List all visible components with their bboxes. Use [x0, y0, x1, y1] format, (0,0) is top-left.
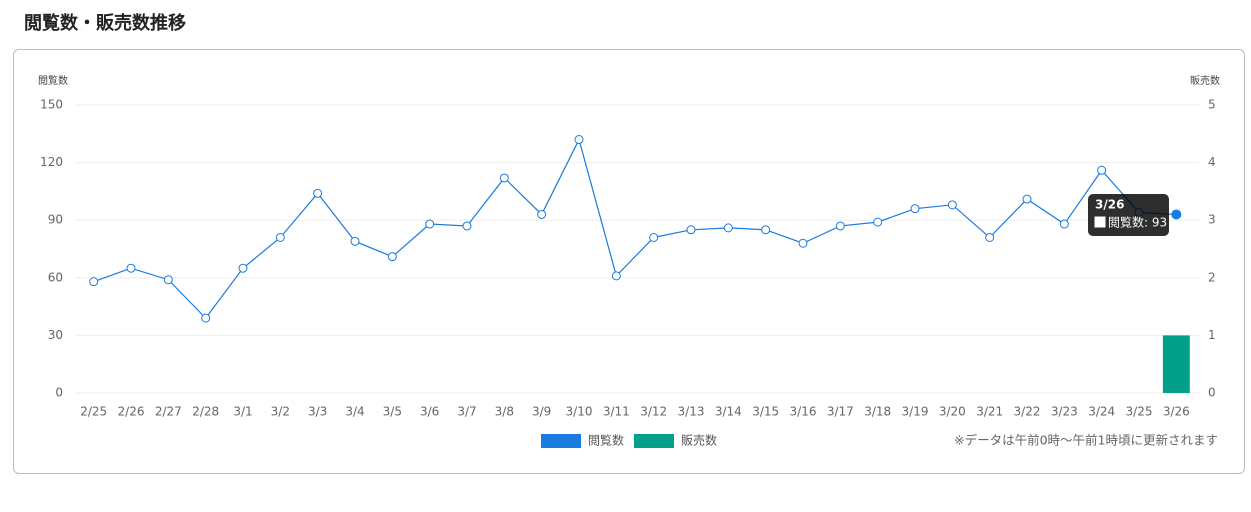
- x-tick-label: 3/16: [790, 405, 817, 419]
- point: [425, 219, 435, 229]
- x-tick-label: 2/25: [80, 405, 107, 419]
- x-tick-label: 3/15: [752, 405, 779, 419]
- y-tick-label: 30: [48, 328, 63, 342]
- y-tick-label: 90: [48, 213, 63, 227]
- point: [275, 232, 285, 242]
- x-tick-label: 3/7: [457, 405, 476, 419]
- x-tick-label: 3/9: [532, 405, 551, 419]
- point: [537, 209, 547, 219]
- page-title: 閲覧数・販売数推移: [24, 13, 186, 34]
- y2-tick-label: 0: [1208, 386, 1216, 400]
- x-tick-label: 3/13: [678, 405, 705, 419]
- x-tick-label: 3/3: [308, 405, 327, 419]
- x-tick-label: 2/28: [192, 405, 219, 419]
- x-tick-label: 3/6: [420, 405, 439, 419]
- point: [313, 188, 323, 198]
- point: [1022, 194, 1032, 204]
- point: [462, 221, 472, 231]
- y2-tick-label: 4: [1208, 155, 1216, 169]
- x-tick-label: 3/18: [864, 405, 891, 419]
- y2-tick-label: 5: [1208, 98, 1216, 112]
- x-tick-label: 3/1: [233, 405, 252, 419]
- x-tick-label: 3/11: [603, 405, 630, 419]
- tooltip-box: [1088, 194, 1169, 236]
- legend-swatch: [541, 434, 581, 448]
- y2-tick-label: 3: [1208, 213, 1216, 227]
- point: [163, 275, 173, 285]
- legend-label: 閲覧数: [588, 433, 624, 448]
- chart-card: [13, 49, 1245, 474]
- point: [835, 221, 845, 231]
- point: [947, 200, 957, 210]
- point: [238, 263, 248, 273]
- point: [686, 225, 696, 235]
- point: [649, 232, 659, 242]
- point: [1171, 209, 1182, 220]
- y2-axis-title: 販売数: [1190, 74, 1220, 87]
- x-tick-label: 3/25: [1126, 405, 1153, 419]
- x-tick-label: 3/17: [827, 405, 854, 419]
- point: [761, 225, 771, 235]
- point: [1059, 219, 1069, 229]
- point: [89, 277, 99, 287]
- tooltip-swatch: [1094, 216, 1106, 228]
- bar: [1162, 335, 1190, 393]
- point: [873, 217, 883, 227]
- tooltip-title: 3/26: [1095, 198, 1124, 212]
- x-tick-label: 2/27: [155, 405, 182, 419]
- x-tick-label: 3/21: [976, 405, 1003, 419]
- point: [723, 223, 733, 233]
- line: [93, 137, 1177, 320]
- y-tick-label: 120: [40, 155, 63, 169]
- x-tick-label: 3/4: [345, 405, 364, 419]
- y-axis-title: 閲覧数: [38, 74, 68, 87]
- y-tick-label: 0: [55, 386, 63, 400]
- legend-label: 販売数: [681, 433, 717, 448]
- x-tick-label: 3/19: [902, 405, 929, 419]
- point: [985, 232, 995, 242]
- point: [499, 173, 509, 183]
- point: [350, 236, 360, 246]
- x-tick-label: 3/5: [383, 405, 402, 419]
- y2-tick-label: 2: [1208, 270, 1216, 284]
- x-tick-label: 3/23: [1051, 405, 1078, 419]
- x-tick-label: 3/12: [640, 405, 667, 419]
- x-tick-label: 3/24: [1088, 405, 1115, 419]
- x-tick-label: 3/14: [715, 405, 742, 419]
- point: [126, 263, 136, 273]
- legend-swatch: [634, 434, 674, 448]
- point: [201, 313, 211, 323]
- point: [798, 238, 808, 248]
- x-tick-label: 2/26: [118, 405, 145, 419]
- update-note: ※データは午前0時〜午前1時頃に更新されます: [954, 433, 1218, 448]
- point: [1097, 165, 1107, 175]
- y2-tick-label: 1: [1208, 328, 1216, 342]
- point: [910, 204, 920, 214]
- point: [387, 252, 397, 262]
- x-tick-label: 3/26: [1163, 405, 1190, 419]
- point: [574, 135, 584, 145]
- y-tick-label: 60: [48, 270, 63, 284]
- x-tick-label: 3/10: [566, 405, 593, 419]
- x-tick-label: 3/8: [495, 405, 514, 419]
- y-tick-label: 150: [40, 98, 63, 112]
- x-tick-label: 3/2: [271, 405, 290, 419]
- x-tick-label: 3/20: [939, 405, 966, 419]
- x-tick-label: 3/22: [1014, 405, 1041, 419]
- point: [611, 271, 621, 281]
- tooltip-text: 閲覧数: 93: [1108, 215, 1167, 230]
